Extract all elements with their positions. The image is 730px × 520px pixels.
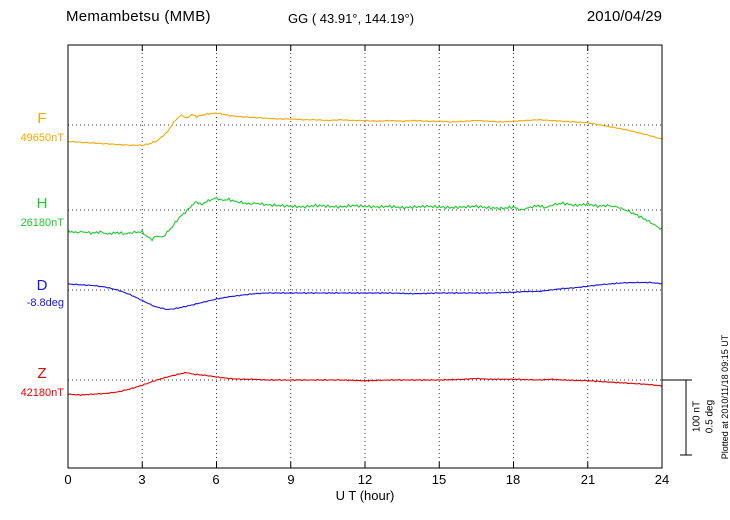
plot-date: 2010/04/29 (586, 8, 662, 25)
x-tick-label: 6 (212, 472, 220, 487)
channel-baseline-z: 42180nT (20, 387, 64, 399)
station-coordinates: GG ( 43.91°, 144.19°) (288, 11, 415, 26)
x-tick-label: 0 (64, 472, 72, 487)
channel-baseline-f: 49650nT (20, 132, 64, 144)
x-tick-label: 12 (357, 472, 373, 487)
x-tick-label: 18 (505, 472, 521, 487)
trace-d (67, 281, 663, 311)
plotted-at-note: Plotted at 2010/11/18 09:15 UT (720, 334, 730, 460)
channel-label-z: Z (37, 365, 47, 382)
station-title: Memambetsu (MMB) (66, 8, 211, 25)
channel-baseline-d: -8.8deg (26, 297, 64, 309)
scale-bar-label: 100 nT 0.5 deg (692, 381, 717, 453)
channel-label-h: H (36, 195, 48, 212)
channel-label-d: D (36, 277, 48, 294)
trace-h (67, 196, 663, 242)
x-tick-label: 15 (431, 472, 447, 487)
x-tick-label: 21 (580, 472, 596, 487)
scale-nt-label: 100 nT (691, 400, 703, 433)
x-tick-label: 3 (138, 472, 146, 487)
scale-deg-label: 0.5 deg (704, 399, 715, 434)
trace-z (67, 371, 663, 396)
trace-f (67, 112, 663, 147)
x-tick-label: 24 (654, 472, 670, 487)
channel-baseline-h: 26180nT (20, 217, 64, 229)
channel-label-f: F (37, 110, 47, 127)
x-tick-label: 9 (287, 472, 295, 487)
x-axis-label: U T (hour) (335, 488, 395, 503)
